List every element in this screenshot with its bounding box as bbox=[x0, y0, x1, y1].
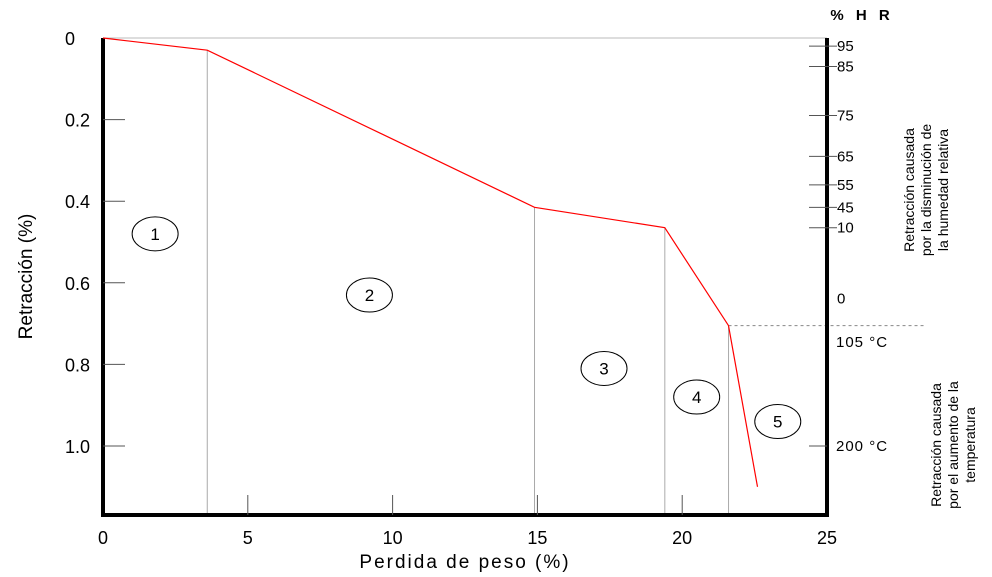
hr-tick-label: 75 bbox=[837, 108, 854, 125]
temp-tick-label: 200 °C bbox=[836, 438, 888, 455]
temp-tick-label: 105 °C bbox=[836, 334, 888, 351]
x-tick-label: 25 bbox=[817, 528, 837, 548]
zone-label: 2 bbox=[365, 286, 374, 305]
hr-tick-label: 45 bbox=[837, 199, 854, 216]
shrinkage-line bbox=[102, 37, 759, 487]
zone-1: 1 bbox=[131, 216, 179, 252]
zone-3: 3 bbox=[580, 350, 628, 386]
zone-4: 4 bbox=[673, 379, 721, 415]
bottom-axis: 0 5 10 15 20 25 bbox=[98, 495, 837, 548]
x-axis-title: Perdida de peso (%) bbox=[359, 552, 570, 573]
note-line: temperatura bbox=[962, 407, 978, 483]
hr-axis-title: % H R bbox=[830, 7, 893, 24]
note-humidity: Retracción causadapor la disminución del… bbox=[901, 124, 951, 257]
y-tick-label: 1.0 bbox=[65, 437, 90, 457]
note-line: Retracción causada bbox=[928, 383, 944, 507]
zone-circle bbox=[580, 350, 628, 386]
hr-tick-label: 10 bbox=[837, 220, 854, 237]
zone-circle bbox=[131, 216, 179, 252]
hr-tick-label: 0 bbox=[837, 290, 845, 307]
hr-tick-label: 95 bbox=[837, 38, 854, 55]
zone-2: 2 bbox=[345, 277, 393, 313]
hr-tick-label: 65 bbox=[837, 148, 854, 165]
x-tick-label: 5 bbox=[243, 528, 253, 548]
zone-5: 5 bbox=[754, 404, 802, 440]
x-tick-label: 15 bbox=[527, 528, 547, 548]
right-axis: 95 85 75 65 55 45 10 0 105 °C 200 °C bbox=[809, 38, 888, 515]
hr-tick-label: 85 bbox=[837, 59, 854, 76]
zone-label: 1 bbox=[150, 225, 159, 244]
series-group bbox=[102, 37, 759, 487]
zone-label: 5 bbox=[773, 413, 782, 432]
y-tick-label: 0.4 bbox=[65, 192, 90, 212]
note-line: por la disminución de bbox=[918, 124, 934, 257]
x-tick-label: 10 bbox=[383, 528, 403, 548]
x-tick-label: 0 bbox=[98, 528, 108, 548]
note-line: por el aumento de la bbox=[945, 381, 961, 509]
note-line: Retracción causada bbox=[901, 128, 917, 252]
y-tick-label: 0.8 bbox=[65, 355, 90, 375]
hr-tick-label: 55 bbox=[837, 177, 854, 194]
left-axis: 0 0.2 0.4 0.6 0.8 1.0 bbox=[65, 29, 125, 515]
zone-circle bbox=[345, 277, 393, 313]
x-tick-label: 20 bbox=[672, 528, 692, 548]
phase-boundary-lines bbox=[206, 50, 730, 515]
zone-labels: 1 2 3 4 5 bbox=[131, 216, 802, 440]
zone-circle bbox=[754, 404, 802, 440]
y-tick-label: 0 bbox=[65, 29, 75, 49]
zone-circle bbox=[673, 379, 721, 415]
y-tick-label: 0.6 bbox=[65, 274, 90, 294]
zone-label: 3 bbox=[599, 359, 608, 378]
zone-label: 4 bbox=[692, 388, 701, 407]
note-line: la humedad relativa bbox=[935, 129, 951, 251]
y-axis-title: Retracción (%) bbox=[16, 214, 37, 340]
note-temperature: Retracción causadapor el aumento de late… bbox=[928, 381, 978, 509]
y-tick-label: 0.2 bbox=[65, 111, 90, 131]
